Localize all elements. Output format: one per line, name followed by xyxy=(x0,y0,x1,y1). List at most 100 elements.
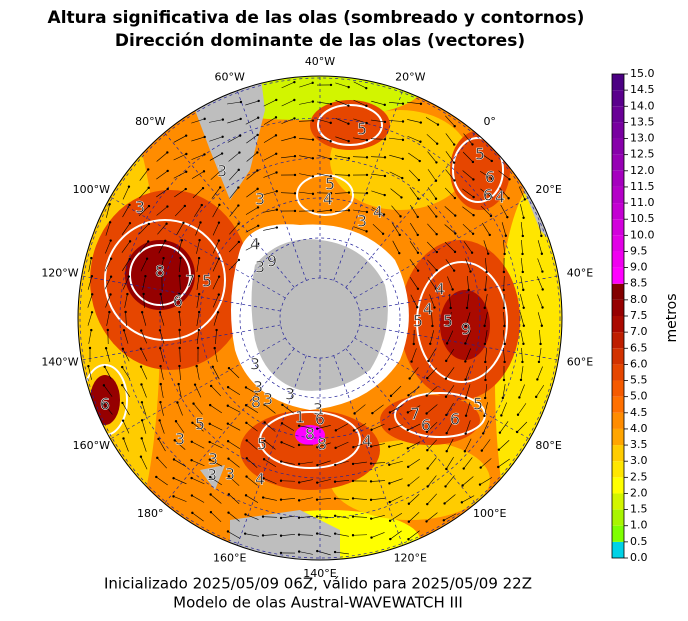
vector xyxy=(485,365,487,381)
vector-head xyxy=(127,275,131,278)
vector xyxy=(481,222,491,236)
vector xyxy=(465,366,471,380)
vector-head xyxy=(140,401,144,404)
vector-head xyxy=(502,378,506,382)
contour-label: 6 xyxy=(485,168,495,187)
vector-head xyxy=(109,239,112,242)
vector xyxy=(389,405,403,413)
vector-head xyxy=(122,329,126,332)
vector xyxy=(498,170,510,180)
vector xyxy=(427,475,437,487)
colorbar-tick-label: 11.5 xyxy=(630,180,655,193)
vector-head xyxy=(311,157,315,160)
vector xyxy=(299,138,313,140)
vector-head xyxy=(90,275,94,278)
contour-label: 6 xyxy=(173,292,183,311)
vector-head xyxy=(426,485,429,488)
vector-head xyxy=(522,306,525,309)
vector-head xyxy=(263,421,266,424)
vector-head xyxy=(369,445,373,448)
vector xyxy=(245,514,259,520)
vector xyxy=(210,404,222,414)
vector xyxy=(103,385,113,397)
vector xyxy=(517,403,527,415)
contour-label: 6 xyxy=(100,395,110,414)
vector-head xyxy=(226,386,230,389)
vector xyxy=(104,258,112,272)
contour-label: 6 xyxy=(315,410,325,429)
vector-head xyxy=(147,240,150,243)
vector-head xyxy=(172,495,175,498)
vector xyxy=(139,241,149,253)
vector-head xyxy=(445,467,448,471)
vector-head xyxy=(184,134,188,137)
vector-head xyxy=(190,440,193,443)
contour-label: 4 xyxy=(495,188,505,207)
vector-head xyxy=(243,532,247,535)
vector xyxy=(191,136,205,142)
vector xyxy=(481,439,491,451)
vector-head xyxy=(471,232,475,236)
vector-head xyxy=(262,458,266,461)
vector xyxy=(263,117,277,125)
vector xyxy=(88,258,92,272)
vector xyxy=(431,311,433,327)
contour-label: 8 xyxy=(305,425,315,444)
vector xyxy=(520,366,524,380)
longitude-label: 160°E xyxy=(213,552,246,565)
vector-head xyxy=(108,203,111,206)
vector-head xyxy=(217,257,221,260)
vector-head xyxy=(381,232,385,236)
vector-head xyxy=(365,191,369,195)
vector-head xyxy=(351,479,355,483)
vector xyxy=(485,276,487,290)
vector xyxy=(281,498,295,500)
vector xyxy=(317,118,331,124)
vector-head xyxy=(227,511,230,514)
vector xyxy=(87,276,93,290)
vector xyxy=(445,348,455,362)
vector xyxy=(484,402,488,416)
vector xyxy=(537,312,543,326)
vector xyxy=(194,384,202,398)
vector-head xyxy=(400,196,403,199)
vector-head xyxy=(541,288,544,291)
vector-head xyxy=(522,342,525,346)
vector-head xyxy=(208,403,212,407)
vector-head xyxy=(245,439,248,442)
vector-head xyxy=(369,517,373,520)
vector-head xyxy=(182,221,185,225)
vector-head xyxy=(351,497,355,500)
vector-head xyxy=(178,364,181,368)
vector xyxy=(106,204,110,218)
vector-head xyxy=(147,204,151,208)
vector xyxy=(408,530,420,540)
vector xyxy=(427,457,437,469)
vector xyxy=(445,151,455,163)
vector-head xyxy=(522,216,525,220)
vector-head xyxy=(333,497,337,500)
vector xyxy=(371,532,385,538)
vector xyxy=(228,152,240,162)
colorbar-tick-label: 7.0 xyxy=(630,325,648,338)
vector-head xyxy=(180,239,184,242)
vector xyxy=(465,348,471,362)
vector-head xyxy=(293,136,296,139)
vector xyxy=(141,312,147,326)
vector xyxy=(209,119,223,123)
colorbar-segment xyxy=(612,122,624,139)
vector xyxy=(371,443,385,447)
vector-head xyxy=(521,360,524,364)
vector-head xyxy=(109,275,113,278)
vector xyxy=(537,240,543,254)
vector xyxy=(371,100,385,106)
vector-head xyxy=(383,120,387,124)
vector-head xyxy=(279,516,283,520)
vector xyxy=(448,312,452,326)
vector-head xyxy=(329,102,333,106)
vector xyxy=(537,258,543,272)
vector xyxy=(106,312,110,326)
vector xyxy=(535,384,545,398)
vector xyxy=(179,257,181,273)
vector-head xyxy=(453,179,456,182)
